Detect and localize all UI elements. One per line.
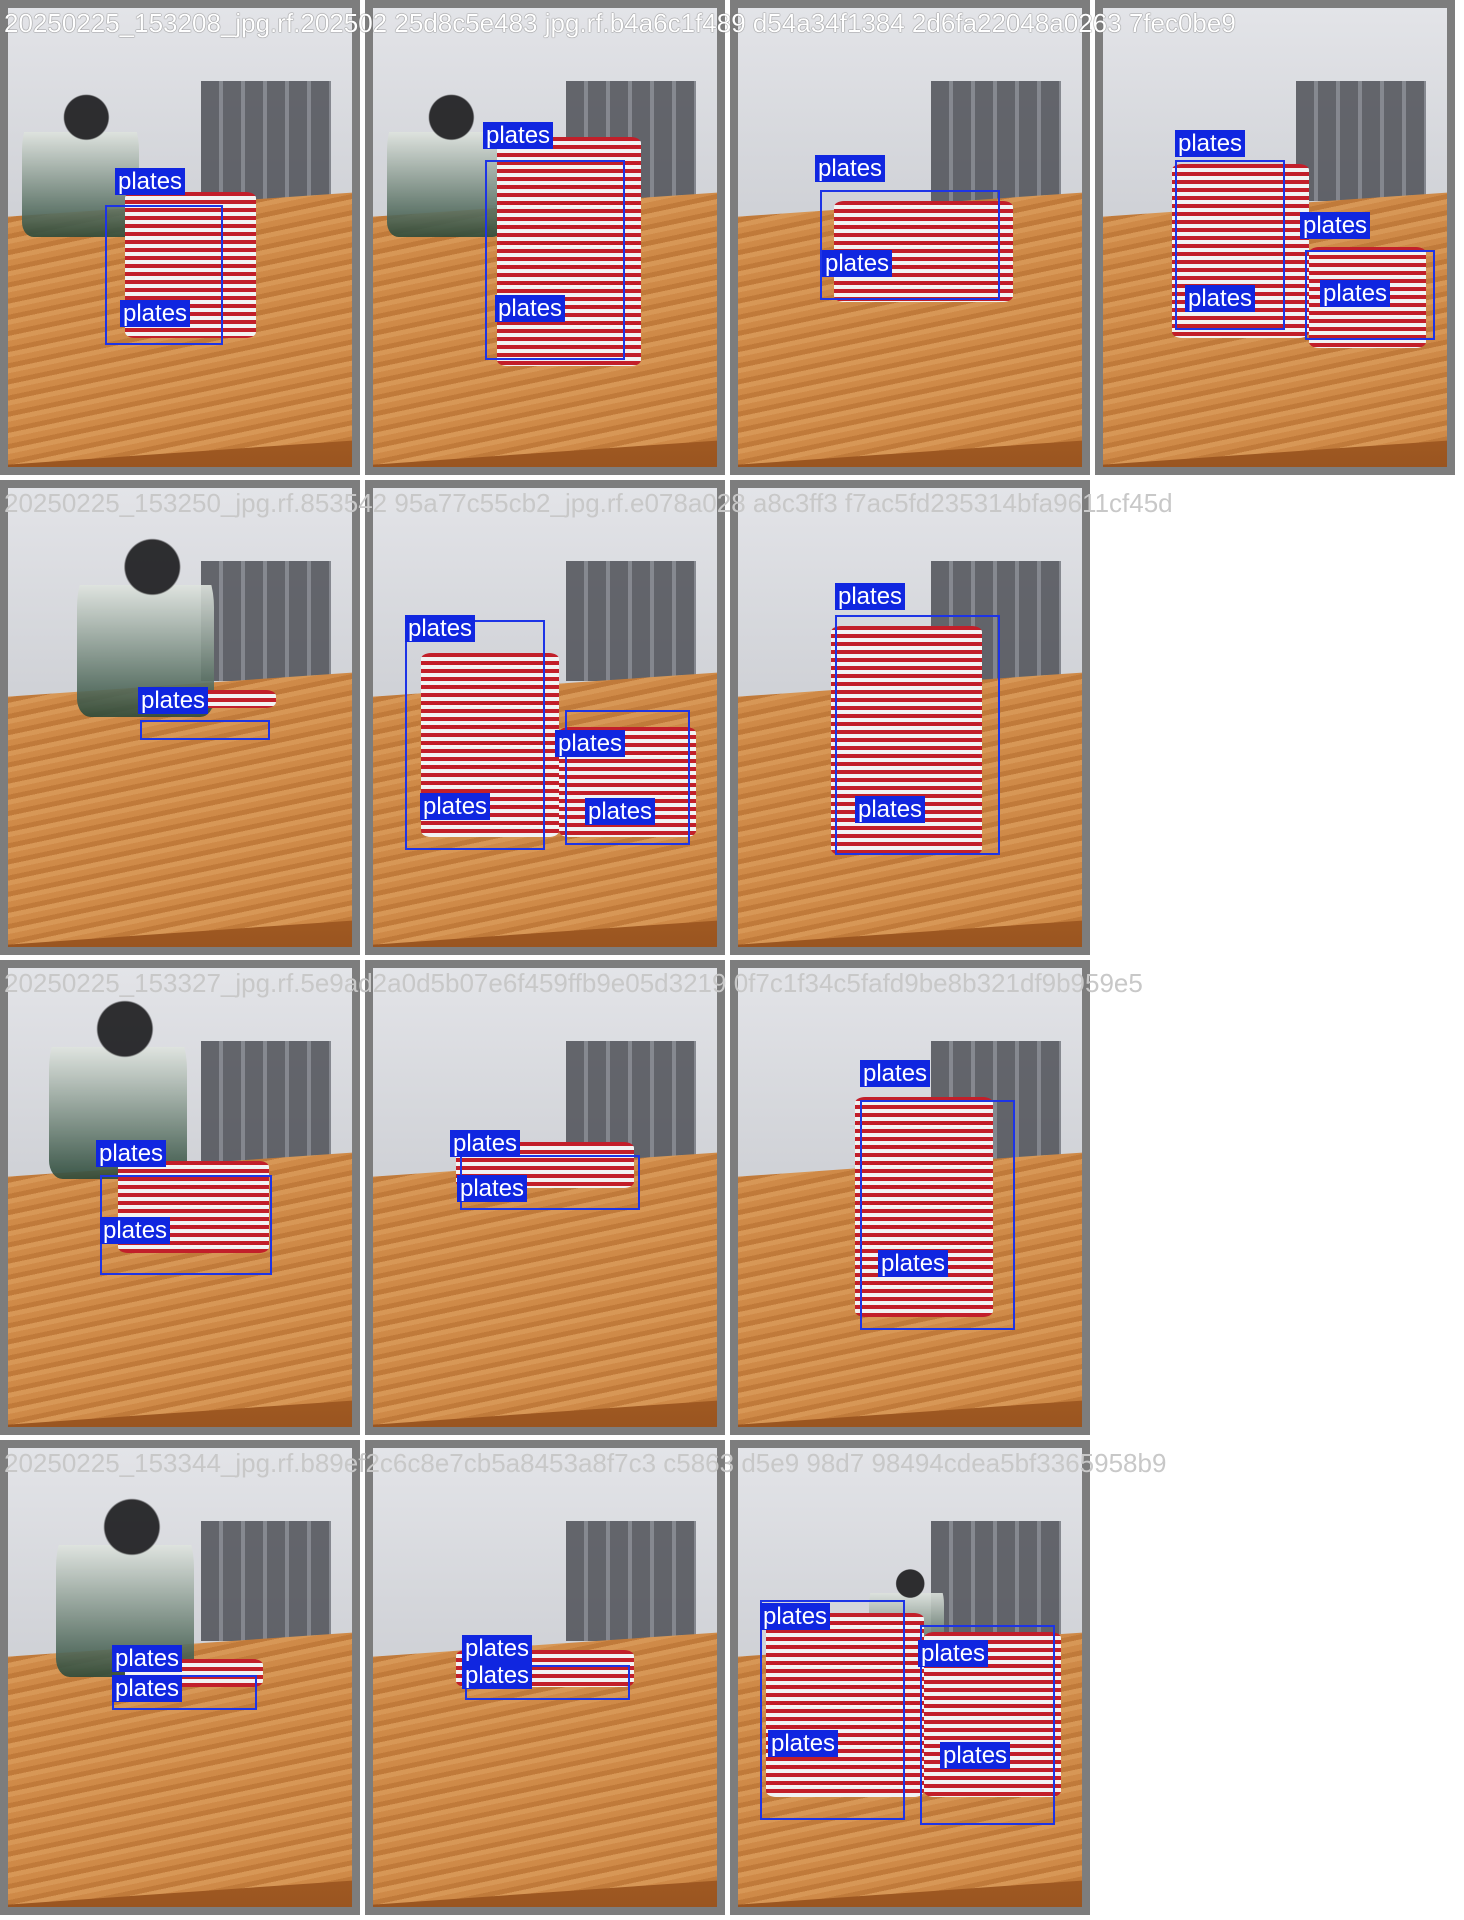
image-tile: plates plates — [730, 960, 1090, 1435]
photo — [8, 968, 352, 1427]
detection-box — [860, 1100, 1015, 1330]
detection-box — [1175, 160, 1285, 330]
detection-label: plates — [120, 300, 191, 327]
detection-label: plates — [112, 1675, 183, 1702]
image-tile: plates plates — [0, 960, 360, 1435]
photo — [373, 968, 717, 1427]
photo — [8, 8, 352, 467]
detection-label: plates — [495, 295, 566, 322]
detection-label: plates — [815, 155, 886, 182]
image-tile: plates plates — [365, 960, 725, 1435]
detection-label: plates — [96, 1140, 167, 1167]
image-caption: 20250225_153327_jpg.rf.5e9ad2a0d5b07e6f4… — [4, 968, 1143, 998]
detection-label: plates — [760, 1603, 831, 1630]
image-caption: 20250225_153208_jpg.rf.202502 25d8c5e483… — [4, 8, 1236, 38]
detection-label: plates — [1320, 280, 1391, 307]
detection-label: plates — [878, 1250, 949, 1277]
detection-label: plates — [1185, 285, 1256, 312]
image-caption: 20250225_153250_jpg.rf.853542 95a77c55cb… — [4, 488, 1173, 518]
image-tile: plates plates — [365, 1440, 725, 1915]
photo — [738, 1448, 1082, 1907]
detection-label: plates — [462, 1662, 533, 1689]
photo — [373, 488, 717, 947]
detection-label: plates — [483, 122, 554, 149]
detection-label: plates — [457, 1175, 528, 1202]
detection-label: plates — [860, 1060, 931, 1087]
detection-box — [920, 1625, 1055, 1825]
detection-box — [140, 720, 270, 740]
detection-label: plates — [1300, 212, 1371, 239]
image-tile: plates plates — [0, 0, 360, 475]
detection-label: plates — [405, 615, 476, 642]
detection-box — [760, 1600, 905, 1820]
photo — [373, 8, 717, 467]
detection-box — [835, 615, 1000, 855]
image-tile: plates — [0, 480, 360, 955]
detection-label: plates — [450, 1130, 521, 1157]
image-tile: plates plates plates plates — [365, 480, 725, 955]
detection-label: plates — [420, 793, 491, 820]
photo — [738, 488, 1082, 947]
detection-box — [105, 205, 223, 345]
detection-label: plates — [115, 168, 186, 195]
detection-label: plates — [112, 1645, 183, 1672]
detection-label: plates — [855, 796, 926, 823]
image-caption: 20250225_153344_jpg.rf.b89ef2c6c8e7cb5a8… — [4, 1448, 1167, 1478]
photo — [8, 488, 352, 947]
image-tile: plates plates — [0, 1440, 360, 1915]
detection-box — [1305, 250, 1435, 340]
image-tile: plates plates plates plates — [730, 1440, 1090, 1915]
photo — [1103, 8, 1447, 467]
photo — [373, 1448, 717, 1907]
image-tile: plates plates — [730, 0, 1090, 475]
detection-box — [820, 190, 1000, 300]
detection-label: plates — [555, 730, 626, 757]
photo — [8, 1448, 352, 1907]
detection-box — [485, 160, 625, 360]
detection-label: plates — [768, 1730, 839, 1757]
image-tile: plates plates — [730, 480, 1090, 955]
detection-label: plates — [940, 1742, 1011, 1769]
image-tile: plates plates — [365, 0, 725, 475]
detection-label: plates — [585, 798, 656, 825]
detection-label: plates — [822, 250, 893, 277]
detection-label: plates — [462, 1635, 533, 1662]
detection-label: plates — [1175, 130, 1246, 157]
detection-label: plates — [918, 1640, 989, 1667]
detection-label: plates — [835, 583, 906, 610]
detection-label: plates — [138, 687, 209, 714]
detection-label: plates — [100, 1217, 171, 1244]
image-tile: plates plates plates plates — [1095, 0, 1455, 475]
detection-box — [565, 710, 690, 845]
